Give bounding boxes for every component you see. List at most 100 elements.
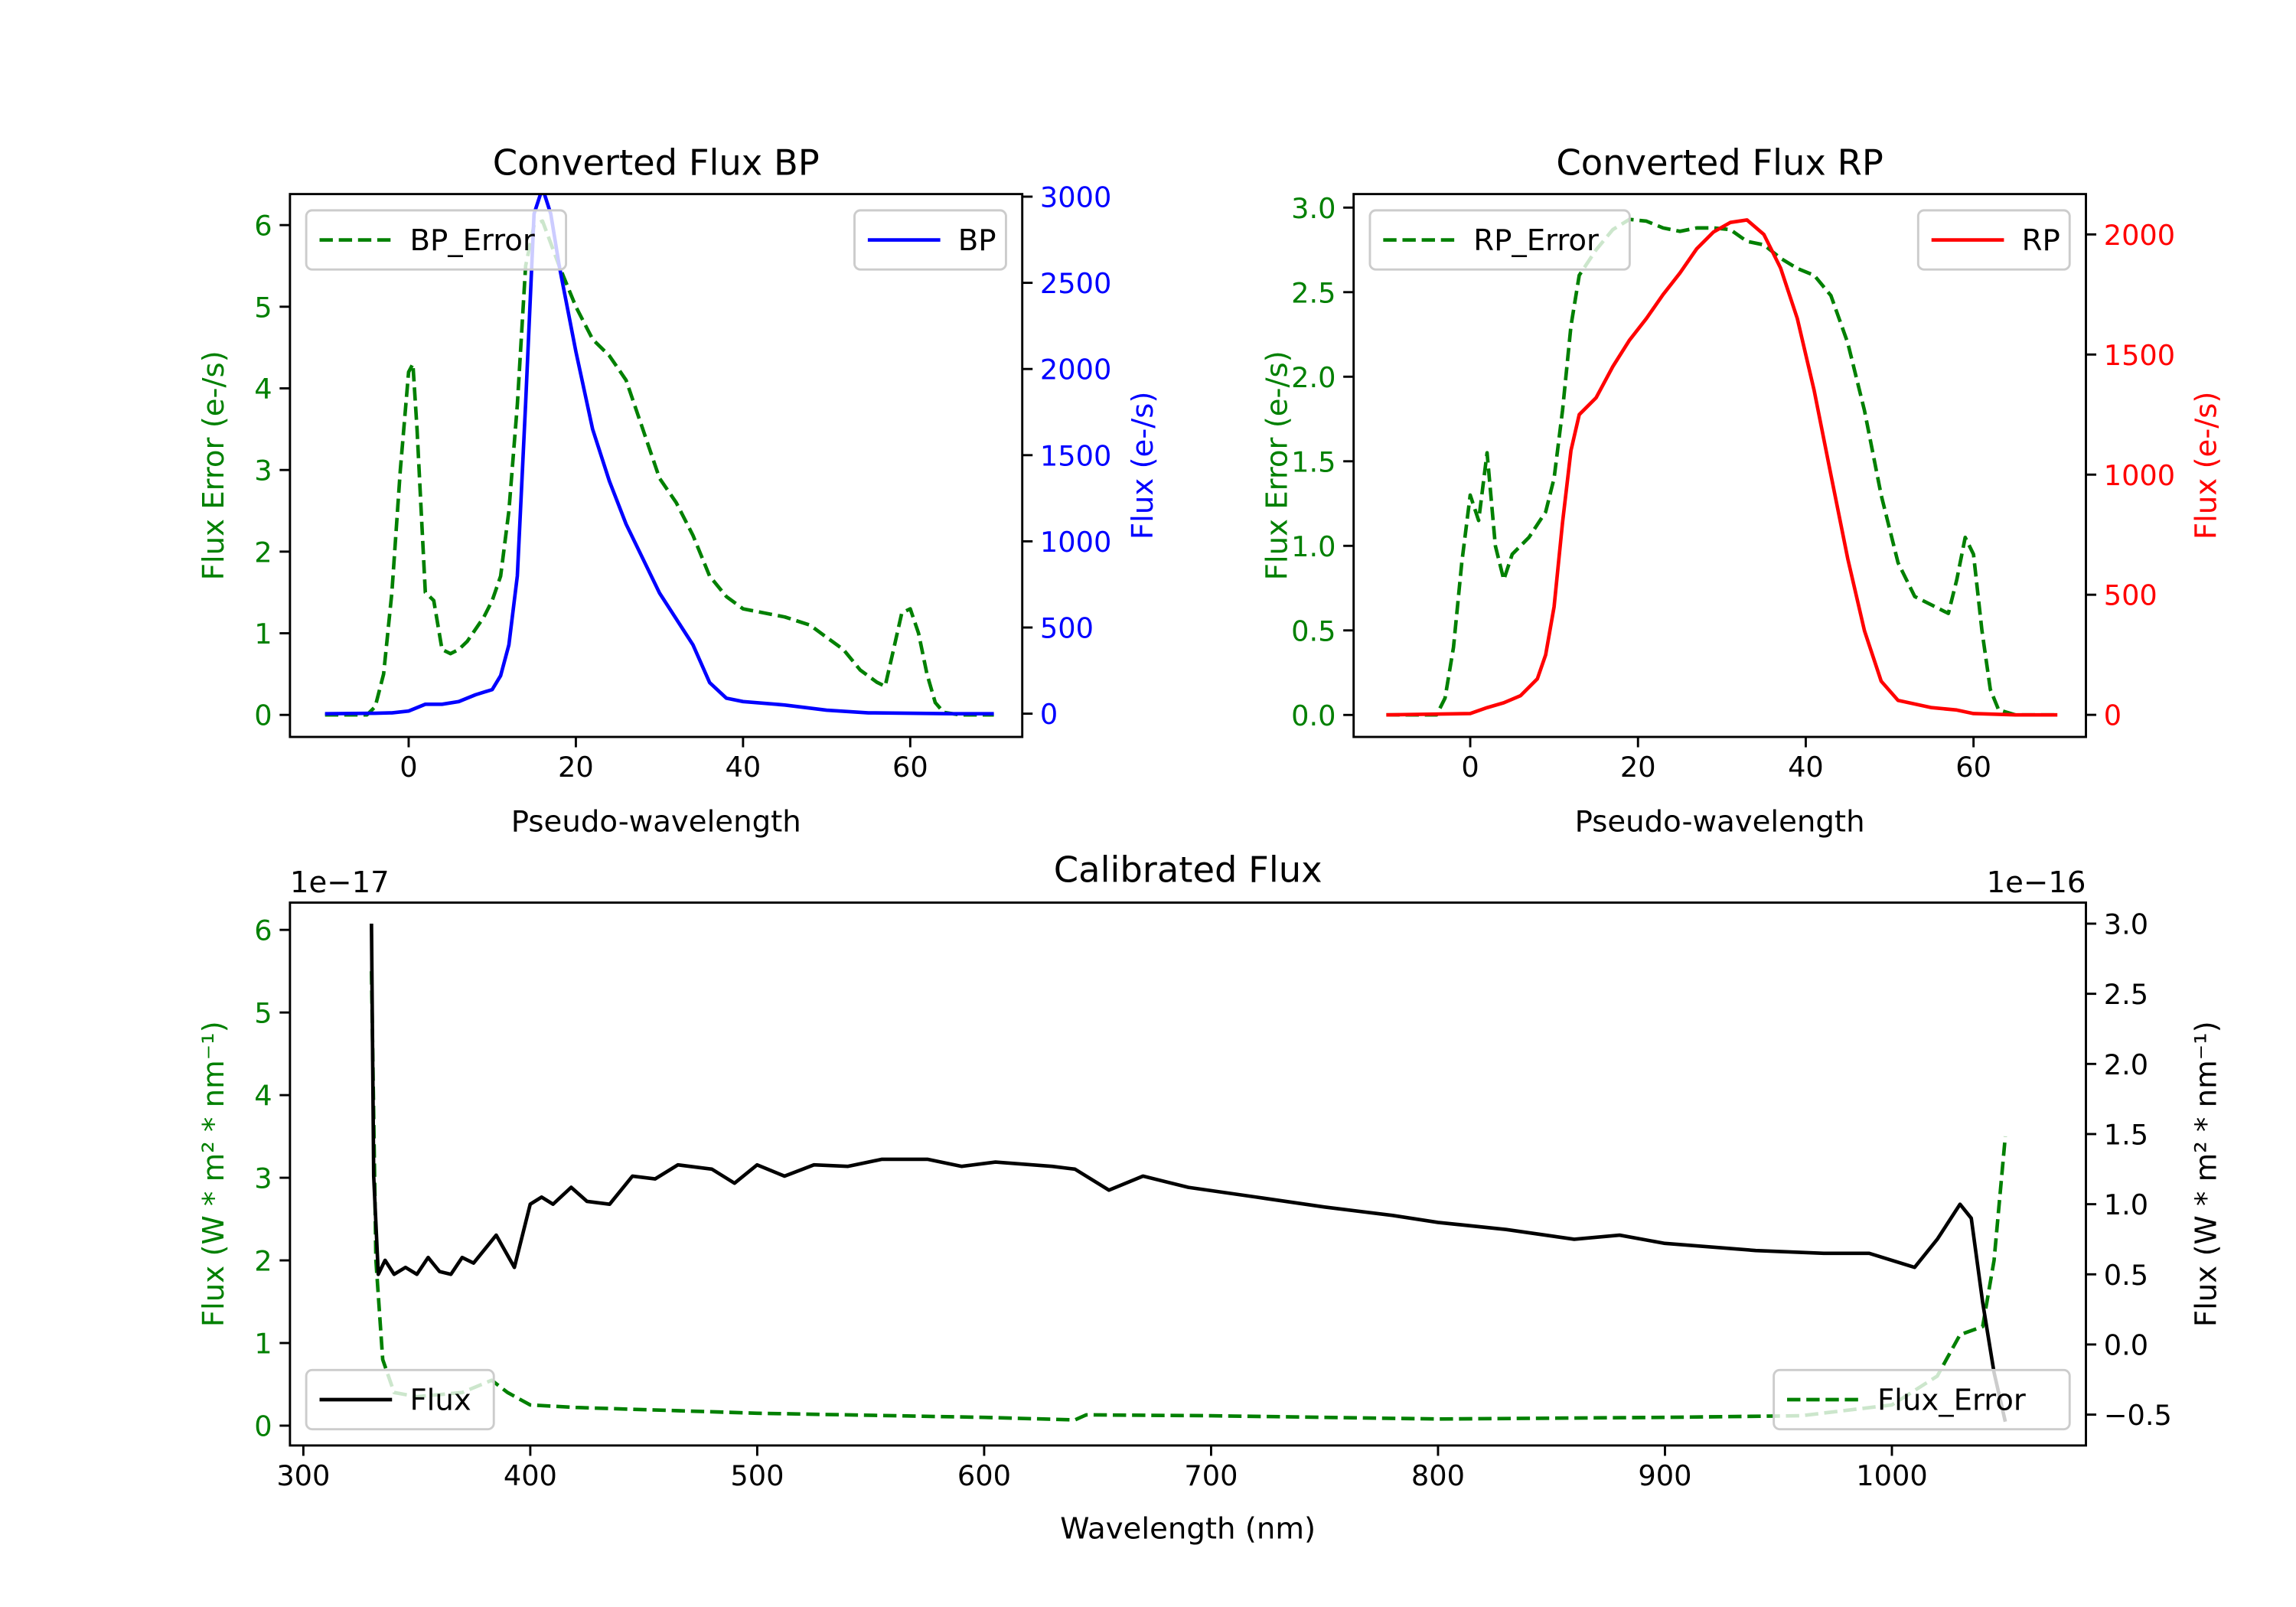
right-y-tick-label: 500	[2104, 579, 2157, 612]
right-y-tick-label: 0.5	[2104, 1259, 2148, 1292]
legend: BP_Error	[305, 209, 568, 271]
right-y-tick-label: 500	[1040, 612, 1094, 645]
chart-title: Converted Flux RP	[1556, 142, 1883, 183]
left-y-tick-label: 0.5	[1291, 614, 1336, 647]
left-y-tick-label: 3.0	[1291, 192, 1336, 225]
right-y-tick-label: 2500	[1040, 267, 1111, 300]
left-y-tick-label: 0	[254, 1410, 272, 1443]
x-tick-label: 700	[1184, 1459, 1238, 1492]
left-y-axis-label: Flux Error (e-/s)	[197, 350, 231, 580]
left-y-axis-label: Flux Error (e-/s)	[1261, 350, 1295, 580]
left-y-tick-label: 5	[254, 291, 272, 324]
left-y-tick-label: 2	[254, 536, 272, 569]
x-axis-label: Wavelength (nm)	[1060, 1512, 1316, 1547]
x-tick-label: 0	[1461, 751, 1479, 784]
right-y-tick-label: 3000	[1040, 181, 1111, 214]
x-tick-label: 20	[558, 751, 594, 784]
right-y-tick-label: 0.0	[2104, 1328, 2148, 1361]
right-y-tick-label: 1.0	[2104, 1188, 2148, 1221]
legend: Flux	[305, 1368, 495, 1431]
legend-label: BP_Error	[409, 223, 534, 258]
x-tick-label: 800	[1411, 1459, 1465, 1492]
series-group	[325, 194, 994, 717]
left-y-tick-label: 5	[254, 997, 272, 1030]
series-line-rp-error	[1386, 217, 2058, 717]
right-y-axis-label: Flux (e-/s)	[1126, 391, 1160, 539]
left-y-tick-label: 3	[254, 1162, 272, 1195]
legend-frame	[305, 1368, 495, 1431]
chart-title: Calibrated Flux	[1054, 849, 1322, 890]
series-line-bp-error	[325, 219, 994, 717]
legend-label: RP_Error	[1473, 223, 1599, 258]
x-tick-label: 1000	[1856, 1459, 1927, 1492]
x-tick-label: 400	[504, 1459, 557, 1492]
left-offset-text: 1e−17	[290, 865, 390, 900]
series-group	[1386, 217, 2058, 717]
x-tick-label: 500	[730, 1459, 784, 1492]
left-y-tick-label: 0	[254, 699, 272, 732]
legend: RP_Error	[1368, 209, 1631, 271]
x-tick-label: 300	[276, 1459, 330, 1492]
axes-frame	[1352, 193, 2087, 738]
left-y-tick-label: 2	[254, 1245, 272, 1278]
left-y-tick-label: 1	[254, 618, 272, 650]
legend-frame	[1773, 1368, 2071, 1431]
right-y-axis-label: Flux (W * m² * nm⁻¹)	[2190, 1021, 2224, 1327]
legend-label: Flux	[409, 1384, 471, 1418]
legend-label: RP	[2022, 223, 2060, 258]
x-tick-label: 600	[957, 1459, 1011, 1492]
legend-label: Flux_Error	[1877, 1384, 2026, 1418]
x-tick-label: 40	[726, 751, 762, 784]
axes-frame	[289, 901, 2087, 1447]
left-y-tick-label: 4	[254, 373, 272, 406]
series-line-flux	[370, 923, 2007, 1423]
left-y-tick-label: 6	[254, 914, 272, 947]
right-y-tick-label: 1000	[1040, 526, 1111, 559]
right-y-tick-label: 0	[1040, 698, 1058, 731]
right-y-tick-label: 1000	[2104, 459, 2175, 492]
x-axis-label: Pseudo-wavelength	[511, 805, 801, 839]
right-offset-text: 1e−16	[1987, 865, 2086, 900]
x-tick-label: 60	[892, 751, 928, 784]
series-line-bp	[325, 194, 994, 715]
right-y-tick-label: 1.5	[2104, 1119, 2148, 1152]
left-y-tick-label: 2.0	[1291, 361, 1336, 394]
left-y-tick-label: 4	[254, 1080, 272, 1113]
left-y-tick-label: 3	[254, 455, 272, 487]
rp-flux-panel: Converted Flux RP Pseudo-wavelength 0 20 4…	[1261, 142, 2224, 839]
right-y-axis-label: Flux (e-/s)	[2190, 391, 2224, 539]
left-y-tick-label: 1.5	[1291, 445, 1336, 478]
left-y-tick-label: 2.5	[1291, 276, 1336, 309]
right-y-tick-label: 2.0	[2104, 1048, 2148, 1081]
left-y-tick-label: 1.0	[1291, 530, 1336, 563]
x-tick-label: 40	[1788, 751, 1824, 784]
legend-frame	[305, 209, 568, 271]
right-y-tick-label: 2.5	[2104, 978, 2148, 1011]
legend-label: BP	[958, 223, 996, 258]
right-y-tick-label: 0	[2104, 699, 2122, 732]
legend: Flux_Error	[1773, 1368, 2071, 1431]
legend: RP	[1916, 209, 2071, 271]
left-y-tick-label: 6	[254, 210, 272, 243]
left-y-tick-label: 1	[254, 1328, 272, 1361]
right-y-tick-label: 1500	[1040, 439, 1111, 472]
x-axis-label: Pseudo-wavelength	[1575, 805, 1865, 839]
legend-frame	[1368, 209, 1631, 271]
right-y-tick-label: −0.5	[2104, 1399, 2172, 1432]
right-y-tick-label: 2000	[1040, 354, 1111, 386]
legend: BP	[853, 209, 1007, 271]
x-tick-label: 60	[1955, 751, 1991, 784]
right-y-tick-label: 2000	[2104, 219, 2175, 252]
left-y-tick-label: 0.0	[1291, 699, 1336, 732]
axes-frame	[289, 193, 1024, 738]
x-tick-label: 0	[400, 751, 417, 784]
x-tick-label: 900	[1638, 1459, 1691, 1492]
calibrated-flux-panel: Calibrated Flux Wavelength (nm) 1e−17 1e…	[197, 849, 2224, 1546]
bp-flux-panel: Converted Flux BP Pseudo-wavelength 0 20 4…	[197, 142, 1160, 839]
x-tick-label: 20	[1620, 751, 1656, 784]
left-y-axis-label: Flux (W * m² * nm⁻¹)	[197, 1021, 231, 1327]
series-line-rp	[1386, 218, 2058, 717]
right-y-tick-label: 3.0	[2104, 908, 2148, 941]
chart-title: Converted Flux BP	[493, 142, 820, 183]
